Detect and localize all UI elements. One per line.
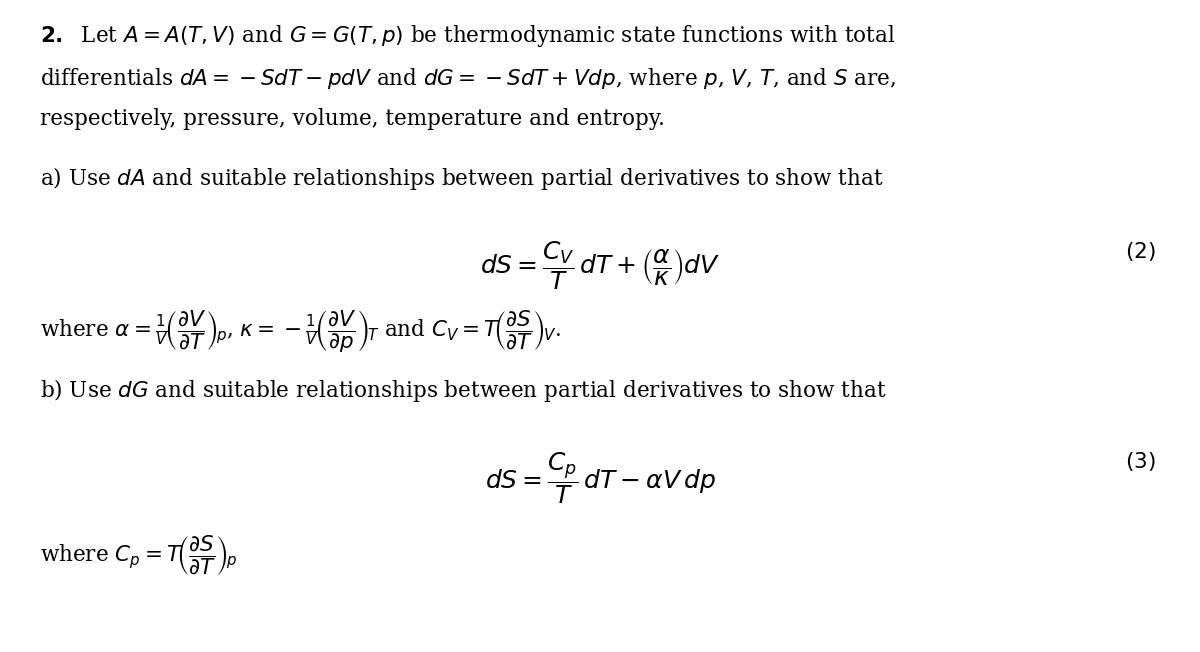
Text: $dS = \dfrac{C_V}{T}\,dT + \left(\dfrac{\alpha}{\kappa}\right)dV$: $dS = \dfrac{C_V}{T}\,dT + \left(\dfrac{…: [480, 240, 720, 292]
Text: $(3)$: $(3)$: [1124, 451, 1156, 473]
Text: $\mathbf{2.}$  Let $A = A(T,V)$ and $G = G(T,p)$ be thermodynamic state function: $\mathbf{2.}$ Let $A = A(T,V)$ and $G = …: [40, 23, 895, 49]
Text: b) Use $dG$ and suitable relationships between partial derivatives to show that: b) Use $dG$ and suitable relationships b…: [40, 377, 887, 404]
Text: $(2)$: $(2)$: [1124, 240, 1156, 263]
Text: where $\alpha = \frac{1}{V}\!\left(\dfrac{\partial V}{\partial T}\right)_{\!p}$,: where $\alpha = \frac{1}{V}\!\left(\dfra…: [40, 309, 562, 355]
Text: respectively, pressure, volume, temperature and entropy.: respectively, pressure, volume, temperat…: [40, 108, 665, 130]
Text: $dS = \dfrac{C_p}{T}\,dT - \alpha V\,dp$: $dS = \dfrac{C_p}{T}\,dT - \alpha V\,dp$: [485, 451, 715, 506]
Text: a) Use $dA$ and suitable relationships between partial derivatives to show that: a) Use $dA$ and suitable relationships b…: [40, 165, 883, 192]
Text: differentials $dA = -SdT - pdV$ and $dG = -SdT + Vdp$, where $p$, $V$, $T$, and : differentials $dA = -SdT - pdV$ and $dG …: [40, 66, 896, 91]
Text: where $C_p = T\!\left(\dfrac{\partial S}{\partial T}\right)_{\!p}$: where $C_p = T\!\left(\dfrac{\partial S}…: [40, 533, 238, 578]
